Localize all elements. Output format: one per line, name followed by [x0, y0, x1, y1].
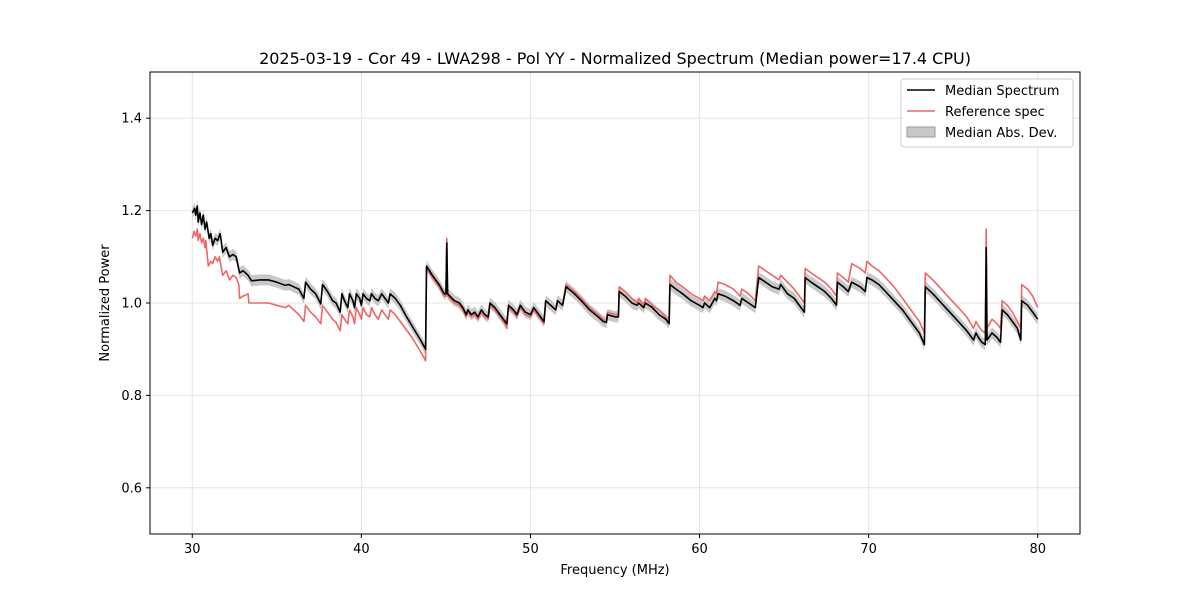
legend-label-reference: Reference spec — [945, 105, 1045, 120]
legend-box — [900, 78, 1074, 148]
median-spectrum-line — [191, 205, 1039, 350]
legend: Median Spectrum Reference spec Median Ab… — [900, 78, 1074, 148]
y-tick-label: 1.4 — [121, 112, 142, 127]
mad-band-layer — [192, 200, 1038, 355]
y-tick-label: 1.2 — [121, 204, 142, 219]
y-tick-label: 0.6 — [121, 481, 142, 496]
mad-band — [192, 200, 1038, 355]
reference-spectrum-line — [191, 228, 1039, 362]
y-tick-label: 0.8 — [121, 389, 142, 404]
legend-swatch-mad — [906, 126, 936, 138]
series-layer — [191, 205, 1039, 362]
x-tick-label: 60 — [691, 542, 708, 557]
x-tick-label: 30 — [184, 542, 201, 557]
tick-layer: 30 40 50 60 70 80 0.6 0.8 1.0 1.2 1.4 — [121, 112, 1046, 557]
chart-title: 2025-03-19 - Cor 49 - LWA298 - Pol YY - … — [259, 49, 971, 68]
legend-label-median: Median Spectrum — [945, 84, 1059, 99]
x-tick-label: 70 — [860, 542, 877, 557]
y-axis-label: Normalized Power — [98, 244, 113, 362]
x-tick-label: 50 — [522, 542, 539, 557]
y-tick-label: 1.0 — [121, 297, 142, 312]
x-axis-label: Frequency (MHz) — [560, 563, 669, 578]
x-tick-label: 80 — [1029, 542, 1046, 557]
legend-label-mad: Median Abs. Dev. — [945, 126, 1057, 141]
x-tick-label: 40 — [353, 542, 370, 557]
